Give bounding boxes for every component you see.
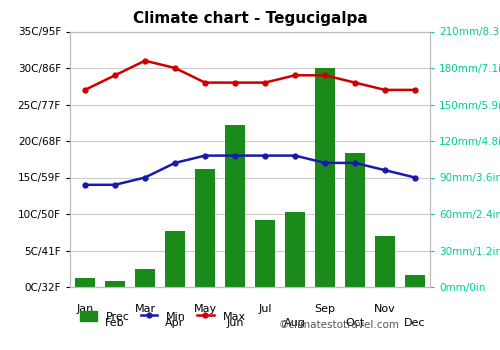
Text: Aug: Aug [284,317,306,328]
Bar [405,275,425,287]
Text: Jan: Jan [76,304,94,314]
Bar [135,269,155,287]
Bar [375,236,395,287]
Bar [256,220,275,287]
Bar [75,279,95,287]
Text: Sep: Sep [314,304,336,314]
Bar [345,153,365,287]
Text: Jun: Jun [226,317,244,328]
Text: Feb: Feb [105,317,125,328]
Bar [195,169,215,287]
Bar [285,211,305,287]
Text: Dec: Dec [404,317,426,328]
Bar [316,68,335,287]
Legend: Prec, Min, Max: Prec, Min, Max [76,307,250,326]
Text: Jul: Jul [258,304,272,314]
Text: ©climatestotravel.com: ©climatestotravel.com [279,320,400,330]
Bar [225,125,245,287]
Title: Climate chart - Tegucigalpa: Climate chart - Tegucigalpa [132,11,368,26]
Text: Oct: Oct [346,317,364,328]
Text: Apr: Apr [166,317,184,328]
Text: Nov: Nov [374,304,396,314]
Bar [105,281,125,287]
Text: May: May [194,304,216,314]
Text: Mar: Mar [134,304,156,314]
Bar [165,231,185,287]
